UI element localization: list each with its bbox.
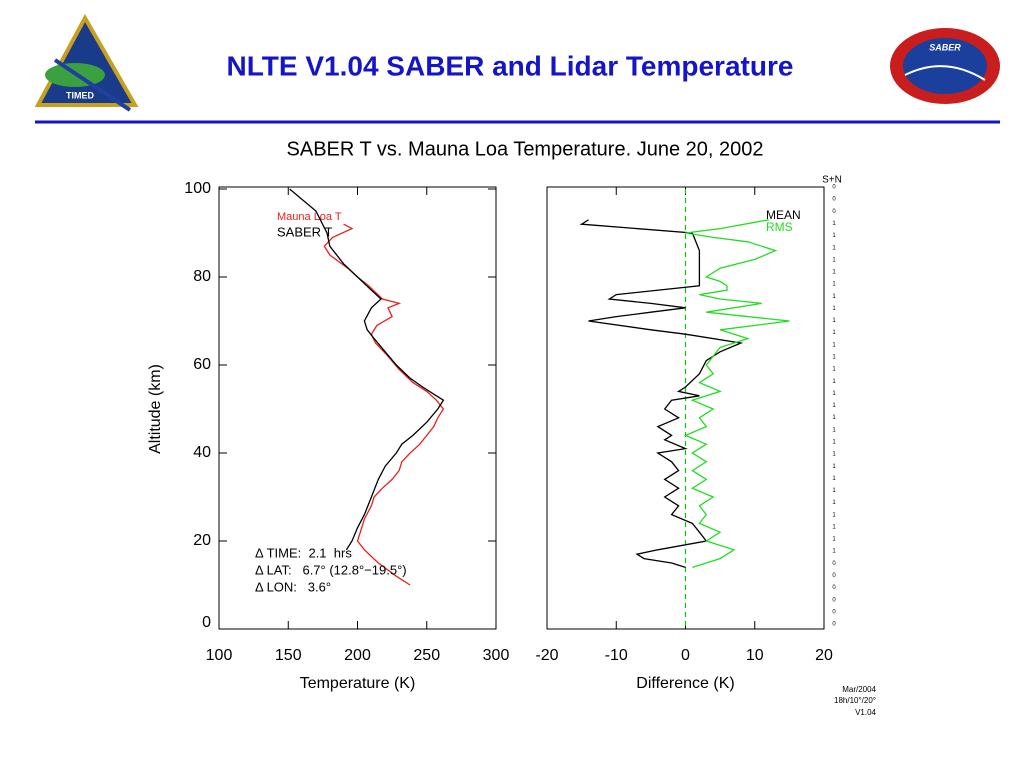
y-tick-label: 20 bbox=[193, 532, 211, 549]
flag: 1 bbox=[832, 439, 836, 445]
x-tick-label: 200 bbox=[344, 647, 371, 664]
flag: 1 bbox=[832, 342, 836, 348]
flag: 1 bbox=[832, 233, 836, 239]
y-tick-label: 100 bbox=[184, 180, 211, 197]
flag: 0 bbox=[832, 185, 836, 191]
flag: 1 bbox=[832, 464, 836, 470]
flag: 0 bbox=[832, 585, 836, 591]
x-tick-label: 250 bbox=[413, 647, 440, 664]
y-tick-label: 0 bbox=[202, 614, 211, 631]
x-tick-label: 100 bbox=[206, 647, 233, 664]
logo-text: SABER bbox=[929, 42, 961, 52]
legend-label: RMS bbox=[766, 220, 793, 234]
flag: 1 bbox=[832, 379, 836, 385]
flag: 0 bbox=[832, 209, 836, 215]
series-line bbox=[289, 188, 445, 551]
flag: 1 bbox=[832, 282, 836, 288]
x-tick-label: -10 bbox=[605, 647, 628, 664]
flag: 0 bbox=[832, 597, 836, 603]
legend-label: SABER T bbox=[277, 224, 332, 239]
legend-label: Mauna Loa T bbox=[277, 211, 342, 223]
y-tick-label: 60 bbox=[193, 356, 211, 373]
flag: 1 bbox=[832, 294, 836, 300]
x-tick-label: 0 bbox=[681, 647, 690, 664]
flag: 1 bbox=[832, 257, 836, 263]
flag: 1 bbox=[832, 391, 836, 397]
flag: 1 bbox=[832, 537, 836, 543]
flag-label: S+N bbox=[822, 175, 842, 186]
y-tick-label: 80 bbox=[193, 268, 211, 285]
flag: 1 bbox=[832, 427, 836, 433]
flag: 1 bbox=[832, 549, 836, 555]
flag: 0 bbox=[832, 197, 836, 203]
flag: 1 bbox=[832, 318, 836, 324]
flag: 1 bbox=[832, 221, 836, 227]
x-tick-label: 20 bbox=[815, 647, 833, 664]
x-tick-label: 10 bbox=[746, 647, 764, 664]
annotation: Δ LAT: 6.7° (12.8°−19.5°) bbox=[255, 562, 407, 577]
flag: 1 bbox=[832, 524, 836, 530]
flag: 1 bbox=[832, 306, 836, 312]
flag: 1 bbox=[832, 330, 836, 336]
flag: 1 bbox=[832, 355, 836, 361]
flag: 1 bbox=[832, 512, 836, 518]
x-axis-label: Difference (K) bbox=[636, 675, 734, 692]
chart-title: SABER T vs. Mauna Loa Temperature. June … bbox=[287, 138, 764, 160]
logo-text: TIMED bbox=[66, 90, 94, 100]
flag: 0 bbox=[832, 561, 836, 567]
x-axis-label: Temperature (K) bbox=[300, 675, 416, 692]
x-tick-label: 300 bbox=[483, 647, 510, 664]
footer-text: 18h/10°/20° bbox=[834, 696, 876, 705]
footer-text: Mar/2004 bbox=[842, 685, 876, 694]
series-line bbox=[683, 219, 790, 569]
flag: 0 bbox=[832, 622, 836, 628]
flag: 1 bbox=[832, 500, 836, 506]
y-axis-label: Altitude (km) bbox=[147, 364, 164, 454]
timed-logo: TIMED bbox=[34, 13, 139, 112]
flag: 1 bbox=[832, 452, 836, 458]
flag: 1 bbox=[832, 415, 836, 421]
flag: 0 bbox=[832, 609, 836, 615]
flag: 0 bbox=[832, 573, 836, 579]
series-line bbox=[323, 223, 445, 586]
x-tick-label: 150 bbox=[275, 647, 302, 664]
flag: 1 bbox=[832, 403, 836, 409]
annotation: Δ LON: 3.6° bbox=[255, 579, 331, 594]
flag: 1 bbox=[832, 367, 836, 373]
flag: 1 bbox=[832, 245, 836, 251]
legend-label: MEAN bbox=[766, 208, 801, 222]
y-tick-label: 40 bbox=[193, 444, 211, 461]
flag: 1 bbox=[832, 488, 836, 494]
footer-text: V1.04 bbox=[855, 708, 876, 717]
annotation: Δ TIME: 2.1 hrs bbox=[255, 545, 352, 560]
slide-title: NLTE V1.04 SABER and Lidar Temperature bbox=[227, 50, 794, 81]
series-line bbox=[579, 219, 744, 569]
flag: 1 bbox=[832, 270, 836, 276]
flag: 1 bbox=[832, 476, 836, 482]
x-tick-label: -20 bbox=[535, 647, 558, 664]
saber-logo: SABER bbox=[890, 28, 1000, 104]
